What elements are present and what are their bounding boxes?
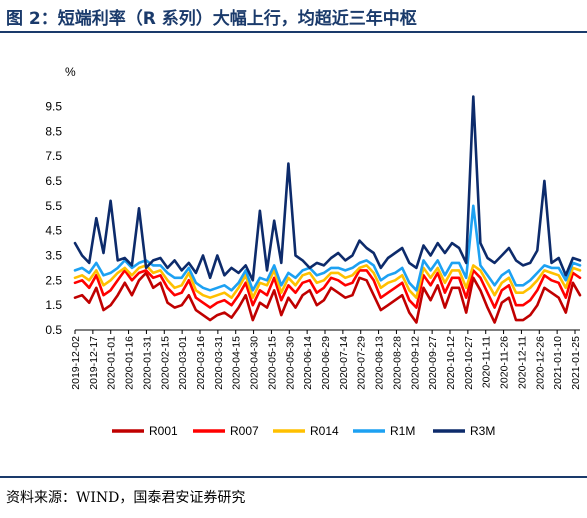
x-tick-label: 2020-04-15 <box>231 336 243 390</box>
legend-label: R3M <box>470 424 495 438</box>
legend: R001 R007 R014 R1M R3M <box>112 424 495 438</box>
x-tick-label: 2020-05-15 <box>266 336 278 390</box>
x-tick-label: 2020-05-30 <box>284 336 296 390</box>
y-tick-label: 2.5 <box>45 273 62 287</box>
y-axis-unit: % <box>65 65 76 79</box>
line-chart: % 0.5 1.5 2.5 3.5 4.5 5.5 6.5 7.5 8.5 9.5 2019-12-… <box>45 65 582 438</box>
x-tick-label: 2020-10-12 <box>445 336 457 390</box>
x-tick-label: 2020-07-14 <box>338 336 350 390</box>
x-tick-label: 2020-08-28 <box>391 336 403 390</box>
legend-label: R014 <box>310 424 339 438</box>
legend-label: R007 <box>230 424 259 438</box>
x-tick-label: 2020-06-14 <box>302 336 314 390</box>
legend-label: R001 <box>149 424 178 438</box>
x-tick-label: 2020-03-01 <box>177 336 189 390</box>
y-tick-label: 6.5 <box>45 174 62 188</box>
x-tick-label: 2020-01-31 <box>141 336 153 390</box>
x-tick-label: 2020-03-31 <box>213 336 225 390</box>
y-tick-label: 1.5 <box>45 298 62 312</box>
x-tick-label: 2020-11-11 <box>481 336 493 388</box>
x-tick-label: 2020-12-11 <box>516 336 528 389</box>
x-tick-label: 2021-01-10 <box>552 336 564 390</box>
x-tick-label: 2020-09-12 <box>409 336 421 390</box>
series-lines <box>73 95 582 324</box>
x-tick-label: 2020-06-29 <box>320 336 332 390</box>
series-line-r1m <box>73 204 582 292</box>
legend-label: R1M <box>390 424 415 438</box>
series-line-r001 <box>73 271 582 324</box>
y-tick-label: 4.5 <box>45 224 62 238</box>
x-axis: 2019-12-02 2019-12-17 2020-01-01 2020-01-16… <box>70 329 582 390</box>
x-tick-label: 2020-10-27 <box>463 336 475 390</box>
y-axis-ticks: % 0.5 1.5 2.5 3.5 4.5 5.5 6.5 7.5 8.5 9.5 <box>45 65 76 337</box>
x-tick-label: 2020-01-01 <box>106 336 118 390</box>
chart-title: 图 2：短端利率（R 系列）大幅上行，均超近三年中枢 <box>6 9 417 29</box>
x-tick-label: 2020-03-16 <box>195 336 207 390</box>
y-tick-label: 5.5 <box>45 199 62 213</box>
x-tick-label: 2020-09-27 <box>427 336 439 390</box>
x-tick-label: 2020-08-13 <box>374 336 386 390</box>
x-tick-label: 2021-01-25 <box>570 336 582 390</box>
source-note: 资料来源：WIND，国泰君安证券研究 <box>6 490 246 506</box>
footer-divider <box>0 476 587 478</box>
series-line-r014 <box>73 264 582 300</box>
x-tick-label: 2020-02-15 <box>159 336 171 390</box>
y-tick-label: 9.5 <box>45 99 62 113</box>
x-tick-label: 2020-01-16 <box>124 336 136 390</box>
series-line-r007 <box>73 269 582 309</box>
title-divider <box>0 31 587 33</box>
x-tick-label: 2019-12-02 <box>70 336 82 390</box>
x-tick-label: 2020-11-26 <box>499 336 511 389</box>
y-tick-label: 0.5 <box>45 323 62 337</box>
x-tick-label: 2020-12-26 <box>534 336 546 390</box>
x-tick-label: 2020-04-30 <box>249 336 261 390</box>
series-line-r3m <box>73 95 582 282</box>
y-tick-label: 7.5 <box>45 149 62 163</box>
x-tick-label: 2019-12-17 <box>88 336 100 390</box>
y-tick-label: 8.5 <box>45 124 62 138</box>
x-tick-label: 2020-07-29 <box>356 336 368 390</box>
y-tick-label: 3.5 <box>45 248 62 262</box>
